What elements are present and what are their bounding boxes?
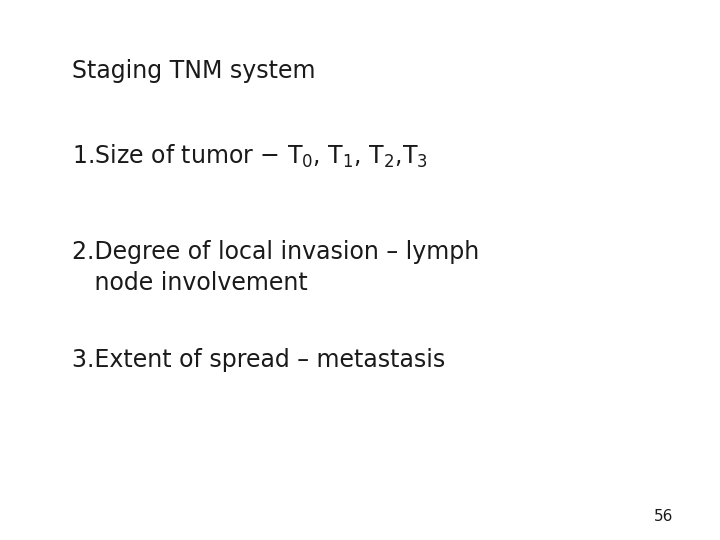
Text: Staging TNM system: Staging TNM system (72, 59, 315, 83)
Text: 1.Size of tumor $-$ T$_{\mathregular{0}}$, T$_{\mathregular{1}}$, T$_{\mathregul: 1.Size of tumor $-$ T$_{\mathregular{0}}… (72, 143, 428, 170)
Text: 2.Degree of local invasion – lymph
   node involvement: 2.Degree of local invasion – lymph node … (72, 240, 480, 295)
Text: 3.Extent of spread – metastasis: 3.Extent of spread – metastasis (72, 348, 445, 372)
Text: 56: 56 (654, 509, 673, 524)
